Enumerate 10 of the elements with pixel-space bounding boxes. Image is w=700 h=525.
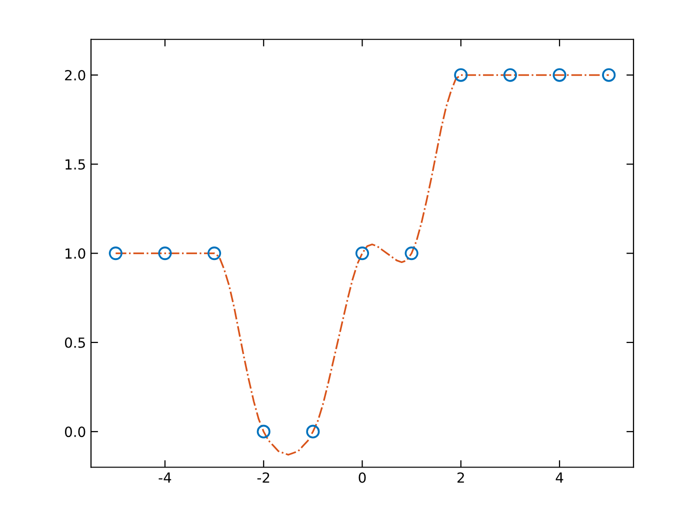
y-tick-label: 0.5: [64, 337, 85, 348]
y-tick-label: 1.0: [66, 248, 86, 259]
x-tick-label: 2: [457, 472, 464, 483]
x-tick-label: 0: [358, 472, 366, 483]
x-tick-label: 4: [556, 472, 564, 483]
y-tick-label: 1.5: [66, 159, 85, 170]
x-tick-label: -2: [257, 472, 270, 483]
y-tick-label: 2.0: [65, 70, 86, 81]
x-tick-label: -4: [158, 472, 172, 483]
y-tick-label: 0.0: [64, 426, 86, 438]
